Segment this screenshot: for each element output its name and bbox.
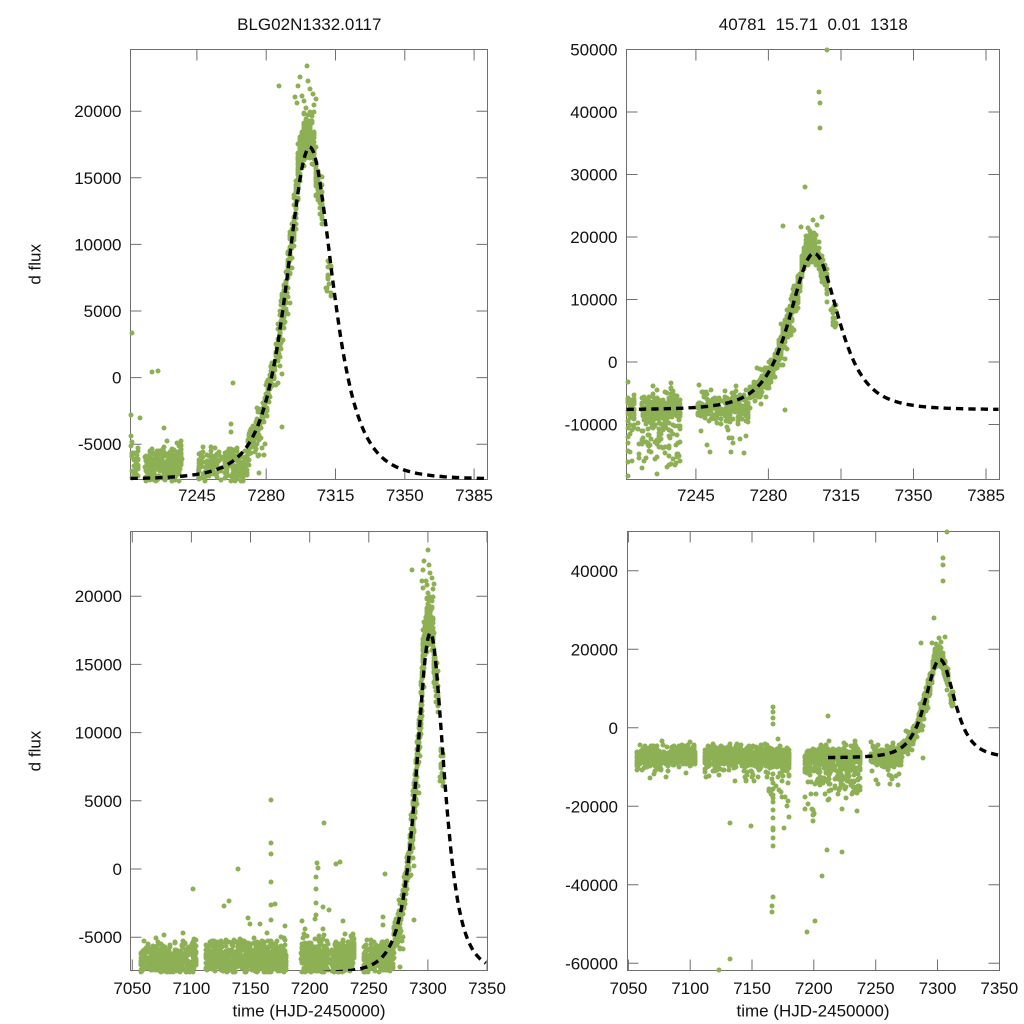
svg-text:20000: 20000 <box>571 640 618 659</box>
svg-text:20000: 20000 <box>75 587 122 606</box>
svg-text:7385: 7385 <box>967 486 1005 505</box>
svg-text:7350: 7350 <box>386 486 424 505</box>
svg-text:-10000: -10000 <box>565 416 618 435</box>
svg-text:d flux: d flux <box>26 730 45 771</box>
svg-text:0: 0 <box>608 353 617 372</box>
svg-text:7315: 7315 <box>317 486 355 505</box>
svg-text:50000: 50000 <box>570 41 617 60</box>
svg-text:7300: 7300 <box>919 979 957 998</box>
svg-text:40000: 40000 <box>571 562 618 581</box>
svg-text:7150: 7150 <box>733 979 771 998</box>
svg-text:7050: 7050 <box>113 979 151 998</box>
svg-text:10000: 10000 <box>570 291 617 310</box>
svg-text:-40000: -40000 <box>565 876 618 895</box>
svg-text:7315: 7315 <box>822 486 860 505</box>
svg-text:0: 0 <box>112 369 121 388</box>
svg-text:7250: 7250 <box>350 979 388 998</box>
svg-text:7200: 7200 <box>795 979 833 998</box>
svg-text:0: 0 <box>609 719 618 738</box>
svg-text:time (HJD-2450000): time (HJD-2450000) <box>232 1002 385 1021</box>
svg-text:-60000: -60000 <box>565 954 618 973</box>
svg-text:BLG02N1332.0117: BLG02N1332.0117 <box>237 15 381 34</box>
svg-text:7350: 7350 <box>895 486 933 505</box>
svg-text:-5000: -5000 <box>79 928 122 947</box>
svg-text:5000: 5000 <box>84 792 122 811</box>
svg-text:7245: 7245 <box>677 486 715 505</box>
svg-text:7350: 7350 <box>980 979 1018 998</box>
svg-text:7200: 7200 <box>291 979 329 998</box>
svg-text:10000: 10000 <box>74 235 121 254</box>
svg-text:7250: 7250 <box>857 979 895 998</box>
svg-text:7100: 7100 <box>172 979 210 998</box>
svg-text:7050: 7050 <box>609 979 647 998</box>
svg-text:0: 0 <box>113 860 122 879</box>
svg-text:7150: 7150 <box>232 979 270 998</box>
svg-text:40000: 40000 <box>570 103 617 122</box>
svg-text:-20000: -20000 <box>565 797 618 816</box>
svg-text:7100: 7100 <box>671 979 709 998</box>
svg-text:15000: 15000 <box>75 655 122 674</box>
svg-text:20000: 20000 <box>74 102 121 121</box>
svg-text:20000: 20000 <box>570 228 617 247</box>
svg-text:7245: 7245 <box>178 486 216 505</box>
svg-text:7385: 7385 <box>455 486 493 505</box>
svg-text:7350: 7350 <box>468 979 506 998</box>
svg-text:time (HJD-2450000): time (HJD-2450000) <box>736 1002 889 1021</box>
svg-text:7300: 7300 <box>409 979 447 998</box>
svg-text:7280: 7280 <box>749 486 787 505</box>
svg-text:40781 15.71 0.01 1318: 40781 15.71 0.01 1318 <box>719 15 908 34</box>
svg-text:30000: 30000 <box>570 166 617 185</box>
svg-text:-5000: -5000 <box>78 435 121 454</box>
svg-text:7280: 7280 <box>247 486 285 505</box>
svg-text:5000: 5000 <box>84 302 122 321</box>
svg-text:15000: 15000 <box>74 169 121 188</box>
svg-text:d flux: d flux <box>26 243 45 284</box>
svg-text:10000: 10000 <box>75 724 122 743</box>
